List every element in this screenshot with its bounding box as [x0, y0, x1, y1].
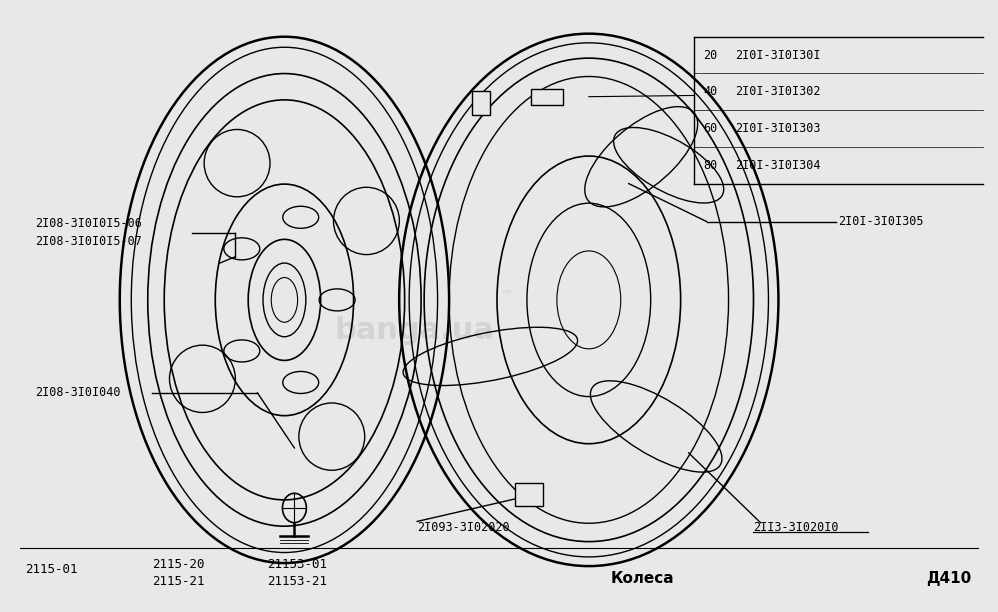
Text: 2I0I-3I0I30I: 2I0I-3I0I30I [736, 48, 821, 62]
Text: 60: 60 [704, 122, 718, 135]
Text: 2I0I-3I0I304: 2I0I-3I0I304 [736, 159, 821, 172]
Text: 2I093-3I02020: 2I093-3I02020 [417, 521, 510, 534]
Text: 2115-01: 2115-01 [25, 562, 78, 576]
Text: Д410: Д410 [926, 571, 971, 586]
Text: 2I0I-3I0I302: 2I0I-3I0I302 [736, 85, 821, 99]
Text: 20: 20 [704, 48, 718, 62]
Text: 2115-20: 2115-20 [152, 558, 205, 571]
Text: 2I0I-3I0I305: 2I0I-3I0I305 [838, 215, 924, 228]
Text: 2I08-3I0I0I5-07: 2I08-3I0I0I5-07 [35, 235, 142, 248]
Text: 2I0I-3I0I303: 2I0I-3I0I303 [736, 122, 821, 135]
Text: ™: ™ [500, 288, 514, 302]
Text: 2115-21: 2115-21 [152, 575, 205, 588]
Text: 2II3-3I020I0: 2II3-3I020I0 [753, 521, 839, 534]
FancyBboxPatch shape [472, 91, 490, 115]
Text: Колеса: Колеса [611, 571, 675, 586]
Text: 2I08-3I0I040: 2I08-3I0I040 [35, 386, 121, 400]
Text: 80: 80 [704, 159, 718, 172]
Text: 2I08-3I0I0I5-06: 2I08-3I0I0I5-06 [35, 217, 142, 230]
Text: 21153-01: 21153-01 [267, 558, 327, 571]
Text: 40: 40 [704, 85, 718, 99]
Text: 21153-21: 21153-21 [267, 575, 327, 588]
FancyBboxPatch shape [515, 483, 543, 506]
Text: banga.ua: banga.ua [334, 316, 494, 345]
FancyBboxPatch shape [531, 89, 563, 105]
